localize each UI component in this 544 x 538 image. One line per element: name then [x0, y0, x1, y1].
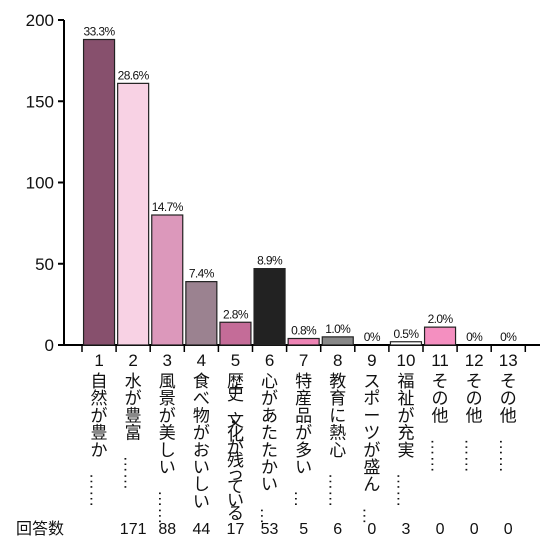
- category-number-6: 6: [265, 351, 274, 370]
- category-label-8: 教育に熱心……: [325, 372, 346, 507]
- bar-11: [423, 326, 457, 346]
- bar-6: [253, 268, 286, 346]
- y-tick-label: 100: [26, 174, 54, 193]
- count-6: 53: [261, 521, 279, 538]
- y-tick-label: 0: [45, 336, 54, 355]
- percent-labels: 33.3% 28.6% 14.7% 7.4% 2.8% 8.9% 0.8% 1.0% 0% 0.5…: [84, 25, 518, 345]
- category-number-10: 10: [396, 351, 415, 370]
- bar-7: [287, 337, 320, 346]
- percent-label-10: 0.5%: [393, 327, 419, 341]
- bar-4: [185, 281, 218, 346]
- category-label-12: その他……: [462, 372, 483, 473]
- percent-label-5: 2.8%: [223, 307, 249, 321]
- category-label-4: 食べ物がおいしい: [193, 372, 210, 511]
- bar-5: [219, 321, 252, 346]
- percent-label-4: 7.4%: [189, 267, 215, 281]
- category-label-13: その他……: [496, 372, 517, 473]
- category-label-10: 福祉が充実……: [393, 372, 414, 507]
- category-number-1: 1: [94, 351, 103, 370]
- category-number-3: 3: [163, 351, 172, 370]
- count-8: 6: [333, 521, 342, 538]
- count-header: 回答数: [16, 520, 64, 538]
- category-label-1: 自然が豊か……: [87, 372, 108, 507]
- category-number-9: 9: [367, 351, 376, 370]
- count-10: 3: [401, 521, 410, 538]
- count-13: 0: [504, 521, 513, 538]
- category-number-4: 4: [197, 351, 206, 370]
- bar-2: [117, 82, 150, 346]
- category-number-12: 12: [465, 351, 484, 370]
- category-number-2: 2: [128, 351, 137, 370]
- category-labels: 1 自然が豊か… … 2 水が豊富… … 3 風景が美しい… … 4 食べ物がおいしい 5 歴史・文化が…: [87, 351, 518, 524]
- percent-label-6: 8.9%: [257, 254, 283, 268]
- category-number-7: 7: [299, 351, 308, 370]
- category-number-11: 11: [431, 351, 449, 370]
- bar-10: [389, 341, 423, 346]
- count-3: 88: [158, 521, 176, 538]
- y-tick-label: 50: [35, 255, 54, 274]
- y-tick-label: 150: [26, 92, 54, 111]
- category-label-7: 特産品が多い…: [291, 372, 312, 507]
- category-label-3: 風景が美しい……: [155, 372, 176, 524]
- category-label-5: 歴史・文化が残っている: [223, 372, 244, 523]
- percent-label-9: 0%: [364, 330, 381, 344]
- percent-label-11: 2.0%: [428, 312, 454, 326]
- category-label-6: 心があたたかい…: [257, 372, 278, 524]
- category-label-9: スポーツが盛ん…: [359, 372, 380, 524]
- percent-label-2: 28.6%: [118, 68, 150, 82]
- category-number-5: 5: [231, 351, 240, 370]
- count-7: 5: [299, 521, 308, 538]
- y-tick-label: 200: [26, 11, 54, 30]
- bar-1: [82, 38, 116, 346]
- count-5: 17: [227, 521, 245, 538]
- category-number-13: 13: [499, 351, 518, 370]
- count-12: 0: [470, 521, 479, 538]
- bar-8: [321, 336, 354, 346]
- count-9: 0: [367, 521, 376, 538]
- percent-label-13: 0%: [500, 330, 517, 344]
- bars: [82, 38, 457, 346]
- count-11: 0: [436, 521, 445, 538]
- count-4: 44: [192, 521, 210, 538]
- category-label-2: 水が豊富……: [121, 372, 142, 490]
- percent-label-8: 1.0%: [325, 322, 351, 336]
- category-number-8: 8: [333, 351, 342, 370]
- count-row: 回答数 171 88 44 17 53 5 6 0 3 0 0 0: [16, 520, 513, 538]
- percent-label-12: 0%: [466, 330, 483, 344]
- percent-label-3: 14.7%: [152, 200, 184, 214]
- category-label-11: その他……: [428, 372, 449, 473]
- percent-label-7: 0.8%: [291, 324, 317, 338]
- count-2: 171: [120, 521, 147, 538]
- percent-label-1: 33.3%: [84, 25, 116, 39]
- bar-3: [151, 214, 184, 346]
